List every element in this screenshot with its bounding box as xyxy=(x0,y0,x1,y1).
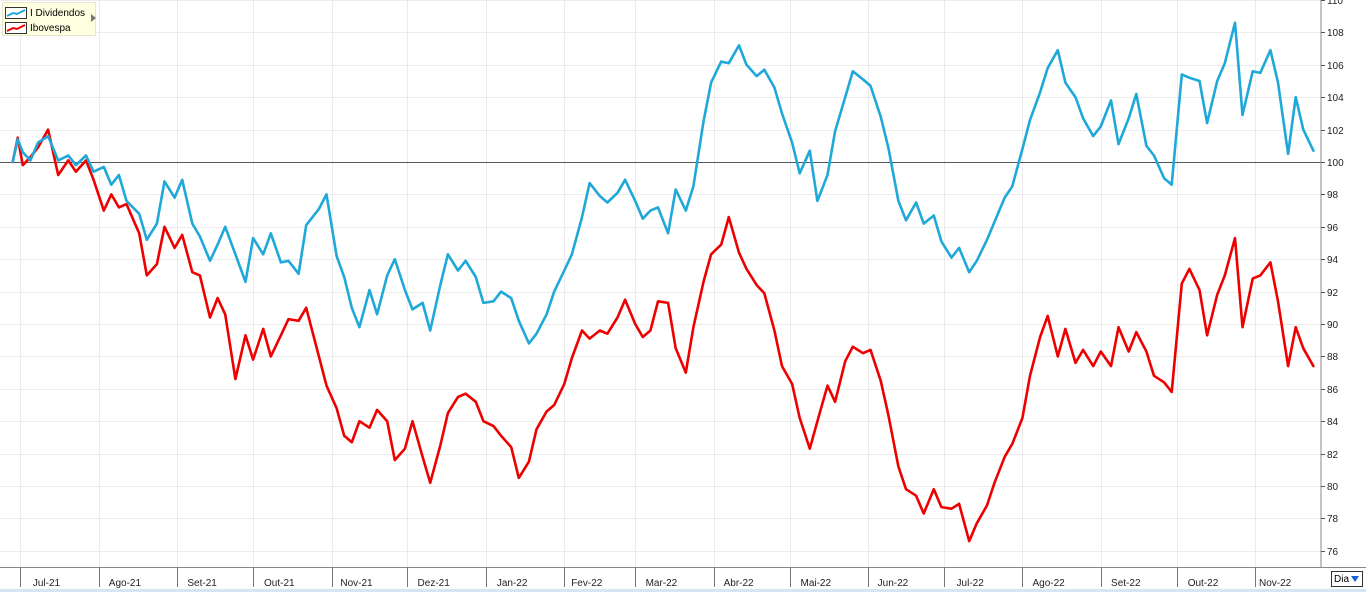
x-tick-label: Abr-22 xyxy=(724,578,754,589)
y-tick-label: 82 xyxy=(1327,450,1339,461)
y-tick-label: 84 xyxy=(1327,417,1339,428)
series-line-ibovespa xyxy=(11,128,1315,543)
legend-item-ibovespa[interactable]: Ibovespa xyxy=(5,21,71,35)
y-tick-label: 96 xyxy=(1327,223,1339,234)
y-tick-label: 80 xyxy=(1327,482,1339,493)
legend-expand-arrow-icon[interactable] xyxy=(91,14,96,22)
legend-swatch-icon xyxy=(5,22,27,34)
y-tick-label: 108 xyxy=(1327,28,1344,39)
x-tick-label: Set-21 xyxy=(187,578,217,589)
y-tick-label: 76 xyxy=(1327,547,1339,558)
x-tick-label: Fev-22 xyxy=(571,578,603,589)
x-tick-label: Nov-21 xyxy=(340,578,373,589)
grid xyxy=(0,0,1321,567)
x-tick-label: Jul-22 xyxy=(957,578,985,589)
series-line-i-dividendos xyxy=(11,21,1315,345)
x-tick-label: Out-22 xyxy=(1188,578,1219,589)
x-tick-label: Mar-22 xyxy=(646,578,678,589)
y-tick-label: 104 xyxy=(1327,93,1344,104)
y-tick-label: 88 xyxy=(1327,352,1339,363)
y-tick-label: 110 xyxy=(1327,0,1343,7)
y-tick-label: 92 xyxy=(1327,288,1339,299)
y-axis: 76 78 80 82 84 86 88 90 92 94 96 98 100 102 104 106 108 1… xyxy=(1320,0,1344,567)
legend-label: Ibovespa xyxy=(30,22,71,34)
y-tick-label: 86 xyxy=(1327,385,1339,396)
y-tick-label: 106 xyxy=(1327,61,1344,72)
dropdown-arrow-icon[interactable] xyxy=(1351,576,1360,582)
y-tick-label: 94 xyxy=(1327,255,1339,266)
x-tick-label: Ago-22 xyxy=(1032,578,1065,589)
legend-swatch-icon xyxy=(5,7,27,19)
x-tick-label: Nov-22 xyxy=(1259,578,1292,589)
x-tick-label: Jan-22 xyxy=(497,578,528,589)
period-select-value: Dia xyxy=(1334,573,1350,585)
y-tick-label: 100 xyxy=(1327,158,1344,169)
series-layer xyxy=(11,21,1315,543)
x-tick-label: Ago-21 xyxy=(109,578,142,589)
period-select[interactable]: Dia xyxy=(1331,571,1363,587)
x-tick-label: Jul-21 xyxy=(33,578,61,589)
x-tick-label: Jun-22 xyxy=(878,578,909,589)
y-tick-label: 102 xyxy=(1327,126,1344,137)
y-tick-label: 90 xyxy=(1327,320,1339,331)
x-tick-label: Mai-22 xyxy=(800,578,831,589)
bottom-border xyxy=(0,589,1366,592)
plot-background xyxy=(0,0,1321,567)
legend-label: I Dividendos xyxy=(30,7,86,19)
legend[interactable]: I Dividendos Ibovespa xyxy=(2,2,96,36)
y-tick-label: 98 xyxy=(1327,190,1339,201)
y-tick-label: 78 xyxy=(1327,514,1339,525)
x-tick-label: Dez-21 xyxy=(418,578,451,589)
x-tick-label: Out-21 xyxy=(264,578,295,589)
legend-item-i-dividendos[interactable]: I Dividendos xyxy=(5,6,85,20)
x-axis: Jul-21 Ago-21 Set-21 Out-21 Nov-21 Dez-21 Jan-… xyxy=(0,567,1366,589)
x-tick-label: Set-22 xyxy=(1111,578,1141,589)
